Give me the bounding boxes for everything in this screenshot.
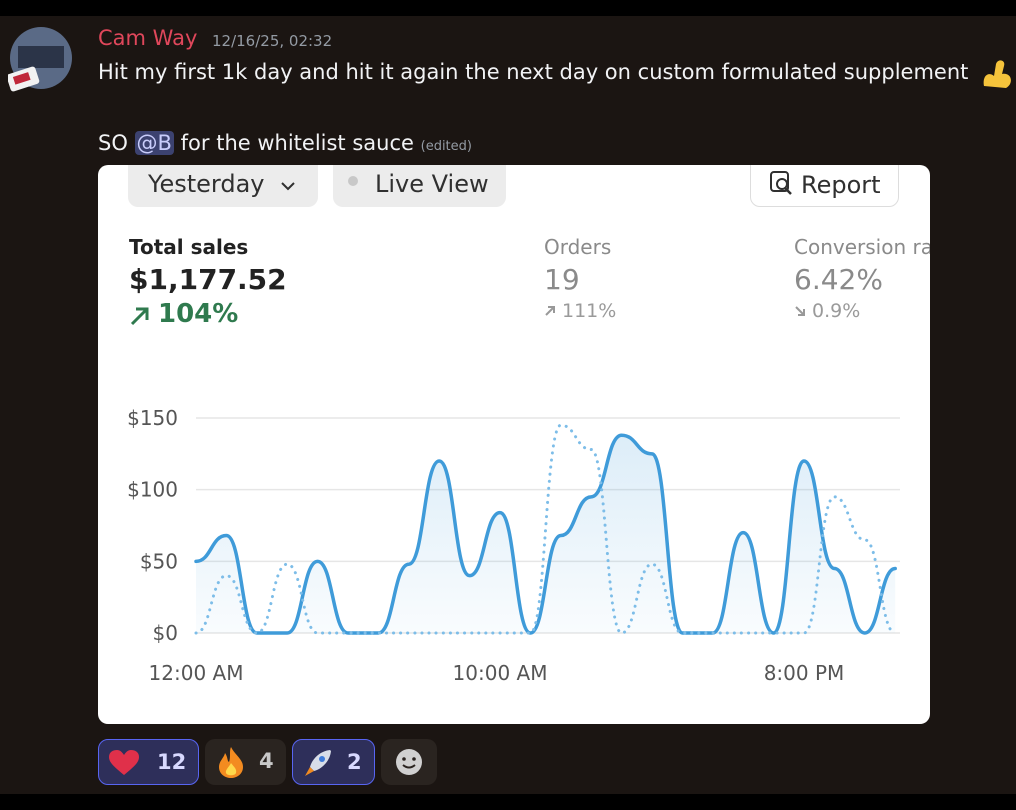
edited-tag: (edited) xyxy=(420,139,472,154)
report-button[interactable]: Report xyxy=(750,165,899,207)
report-icon xyxy=(770,171,792,195)
x-tick-label: 8:00 PM xyxy=(764,661,845,685)
label: Yesterday xyxy=(148,170,265,198)
count: 12 xyxy=(157,750,187,774)
label: Live View xyxy=(375,170,489,198)
mention[interactable]: @B xyxy=(134,131,174,155)
stat-value: $1,177.52 xyxy=(129,263,287,296)
up-arrow xyxy=(545,306,555,316)
message-text-2: SO @B for the whitelist sauce (edited) xyxy=(98,131,472,155)
line-series xyxy=(194,433,897,635)
chevron xyxy=(281,182,295,191)
stat-label: Conversion rate xyxy=(794,235,930,259)
down-arrow xyxy=(795,306,805,316)
reaction[interactable]: 2 xyxy=(292,739,375,785)
flex-emoji xyxy=(983,60,1011,88)
rocket xyxy=(305,750,331,776)
label: Report xyxy=(801,171,881,199)
count: 2 xyxy=(347,750,362,774)
line-series xyxy=(194,423,897,635)
reaction[interactable]: 12 xyxy=(98,739,199,785)
stat-change: 0.9% xyxy=(812,300,861,322)
y-tick-label: $50 xyxy=(140,549,178,573)
live-button[interactable]: Live View xyxy=(333,165,506,207)
timestamp: 12/16/25, 02:32 xyxy=(212,32,333,50)
range-button[interactable]: Yesterday xyxy=(128,165,318,207)
message-text: Hit my first 1k day and hit it again the… xyxy=(98,60,969,84)
fire xyxy=(219,747,243,778)
dot xyxy=(348,176,358,186)
add-reaction[interactable] xyxy=(381,739,437,785)
heart xyxy=(109,750,139,775)
avatar[interactable] xyxy=(8,26,74,96)
text: SO xyxy=(98,131,128,155)
y-tick-label: $100 xyxy=(127,478,178,502)
reaction[interactable]: 4 xyxy=(205,739,286,785)
y-tick-label: $0 xyxy=(153,621,178,645)
y-tick-label: $150 xyxy=(127,406,178,430)
author[interactable]: Cam Way xyxy=(98,26,198,50)
stat-change: 104% xyxy=(158,299,239,329)
stat-label: Orders xyxy=(544,235,612,259)
stat-change: 111% xyxy=(562,300,617,322)
count: 4 xyxy=(259,749,274,773)
image-card[interactable]: Yesterday Live View Report Total sales $… xyxy=(98,165,930,724)
text: for the whitelist sauce xyxy=(180,131,414,155)
up-arrow xyxy=(130,307,149,326)
stat-value: 19 xyxy=(544,263,580,296)
stat-value: 6.42% xyxy=(794,263,883,296)
x-tick-label: 10:00 AM xyxy=(453,661,548,685)
chart: $0 $50 $100 $150 12:00 AM 10:00 AM 8:00 PM xyxy=(127,406,900,685)
stat-label: Total sales xyxy=(129,235,249,259)
x-tick-label: 12:00 AM xyxy=(149,661,244,685)
